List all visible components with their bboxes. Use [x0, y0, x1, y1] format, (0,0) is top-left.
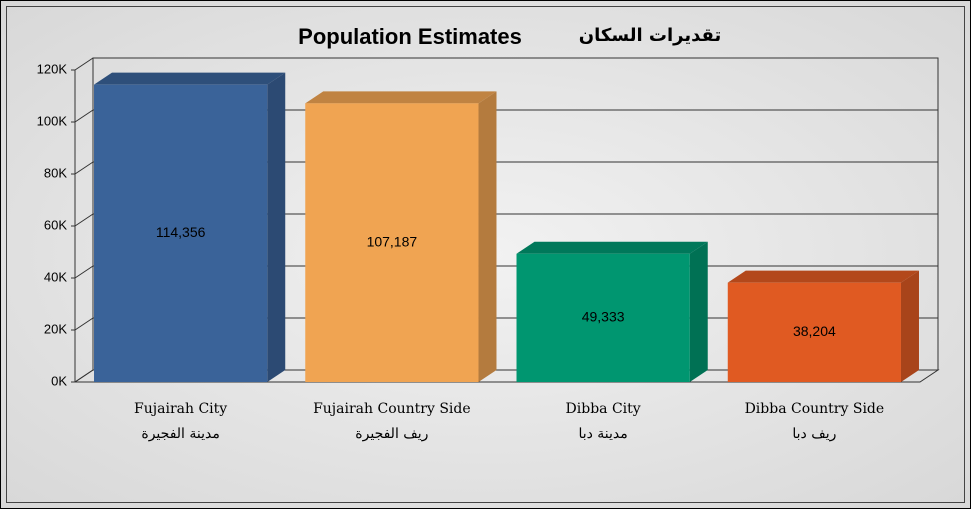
x-tick-label: Fujairah Country Side [313, 401, 471, 417]
bar-top [727, 270, 919, 283]
grid-line-side [74, 57, 94, 71]
value-label: 107,187 [367, 233, 418, 249]
grid-line-side [74, 317, 94, 331]
x-tick-label-ar: مدينة الفجيرة [141, 426, 219, 442]
x-tick-label-ar: ريف دبا [792, 426, 836, 442]
grid-line-side [74, 213, 94, 227]
bar-top [94, 72, 286, 85]
bar-side [900, 270, 919, 382]
bar-side [478, 91, 497, 383]
value-label: 49,333 [582, 309, 625, 325]
y-tick-label: 0K [51, 373, 67, 388]
grid-line-side [74, 265, 94, 279]
bar-top [305, 91, 497, 104]
x-tick-label-ar: مدينة دبا [578, 426, 627, 442]
y-tick-label: 120K [37, 61, 68, 76]
grid-line-side [74, 109, 94, 123]
chart-title-ar: تقديرات السكان [579, 25, 721, 46]
bar-top [516, 241, 708, 254]
bar [94, 84, 268, 382]
x-tick-label: Fujairah City [134, 401, 227, 417]
x-tick-label-ar: ريف الفجيرة [355, 426, 428, 442]
x-tick-label: Dibba City [566, 401, 641, 417]
bar [305, 103, 479, 383]
y-tick-label: 40K [44, 269, 67, 284]
value-label: 38,204 [793, 323, 836, 339]
x-tick-label: Dibba Country Side [745, 401, 885, 417]
value-label: 114,356 [156, 224, 206, 240]
frame [6, 6, 965, 503]
y-tick-label: 60K [44, 217, 67, 232]
bar-side [689, 241, 708, 382]
grid-line-side [74, 369, 94, 383]
y-tick-label: 100K [37, 113, 68, 128]
y-tick-label: 20K [44, 321, 67, 336]
bar [516, 253, 690, 382]
bar-side [267, 72, 286, 382]
grid-line-side [74, 161, 94, 175]
bar [727, 282, 901, 382]
y-tick-label: 80K [44, 165, 67, 180]
chart-title: Population Estimates [298, 24, 522, 49]
